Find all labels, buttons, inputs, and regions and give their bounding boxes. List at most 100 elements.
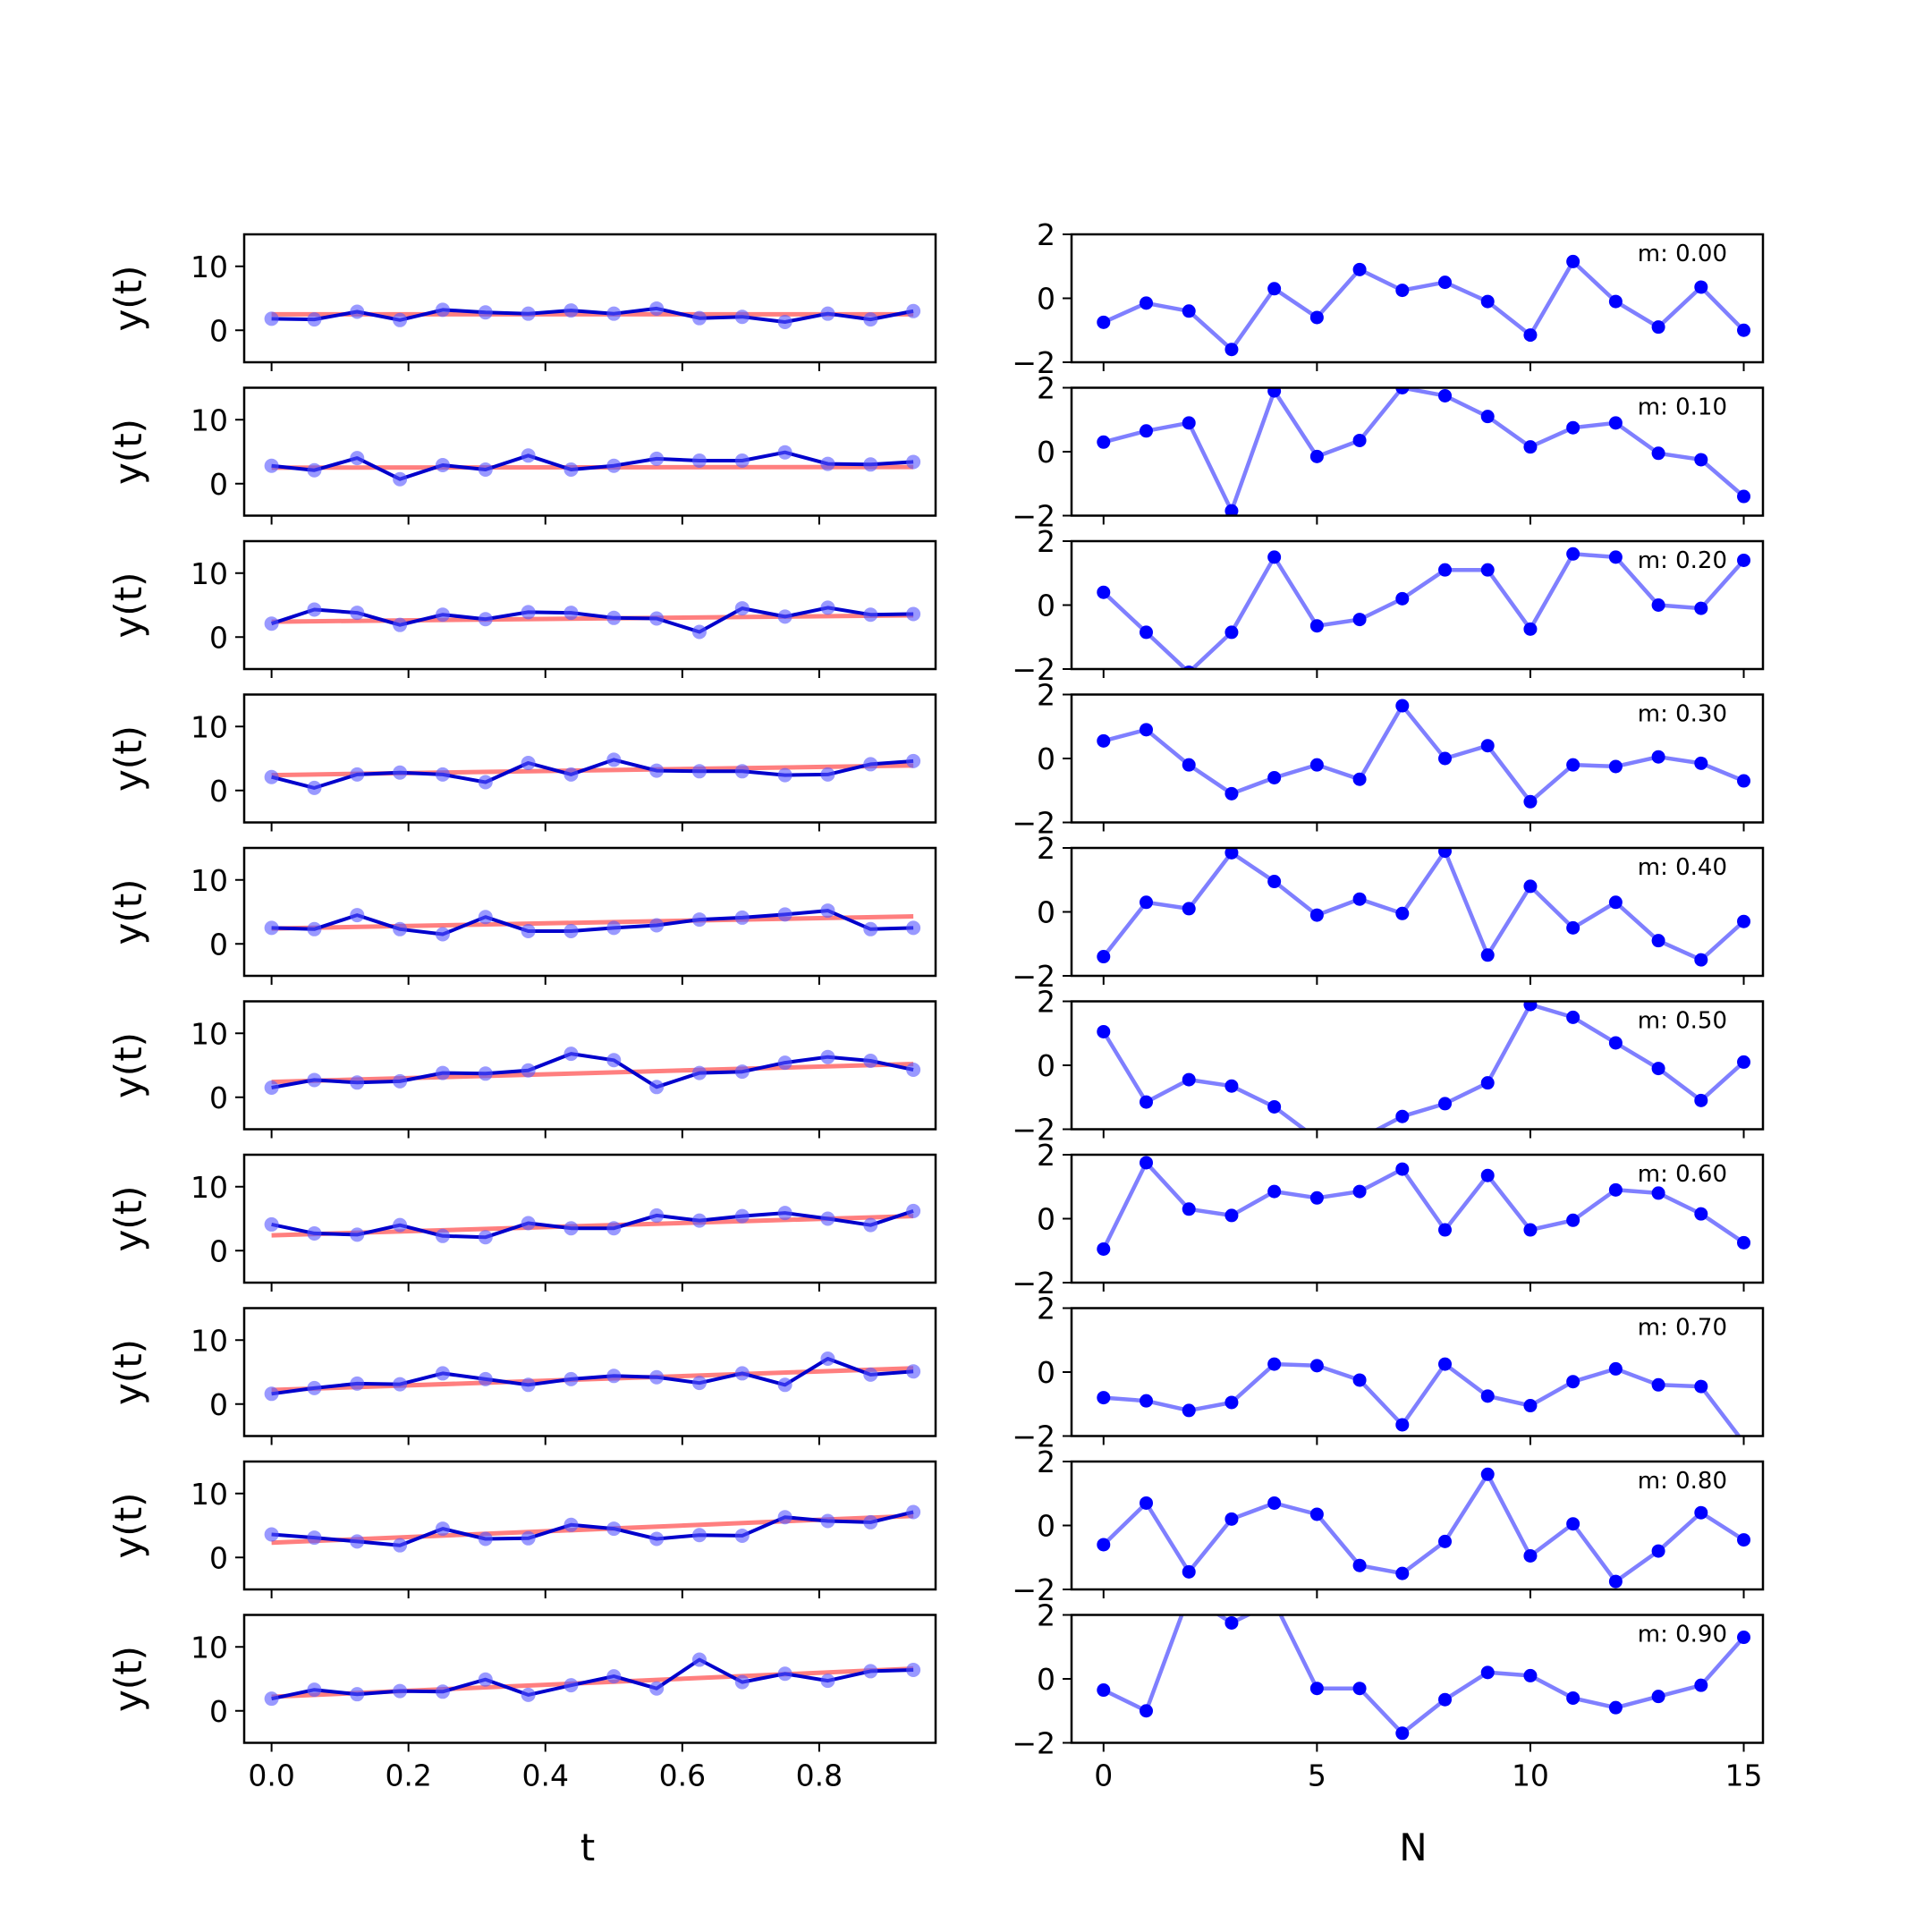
data-point bbox=[564, 1221, 579, 1236]
data-point bbox=[478, 1066, 493, 1081]
data-point bbox=[734, 764, 750, 779]
residual-point bbox=[1438, 388, 1453, 402]
left-panel-frame bbox=[242, 1000, 937, 1131]
data-point bbox=[649, 1681, 665, 1696]
residual-point bbox=[1267, 387, 1282, 398]
y-axis-label: y(t) bbox=[106, 1646, 150, 1712]
residual-point bbox=[1267, 550, 1282, 564]
y-tick-label: 10 bbox=[191, 1630, 228, 1665]
data-point bbox=[777, 1206, 792, 1221]
residual-point bbox=[1309, 1507, 1324, 1521]
data-point bbox=[393, 312, 408, 327]
residual-point bbox=[1480, 1467, 1495, 1481]
left-panel-frame bbox=[242, 846, 937, 978]
residual-point bbox=[1395, 1109, 1410, 1123]
residual-point bbox=[1395, 1566, 1410, 1580]
residual-point bbox=[1566, 1690, 1580, 1705]
data-line bbox=[270, 606, 914, 634]
data-point bbox=[478, 1371, 493, 1386]
data-line bbox=[271, 306, 914, 324]
residual-point bbox=[1694, 280, 1708, 294]
data-point bbox=[691, 912, 707, 928]
residual-point bbox=[1523, 879, 1538, 894]
x-tick-label: 0.6 bbox=[659, 1758, 706, 1793]
right-plot-area bbox=[1097, 848, 1751, 967]
residual-point bbox=[1140, 1156, 1154, 1170]
residual-point bbox=[1097, 950, 1111, 964]
residual-point bbox=[1438, 848, 1453, 859]
data-point bbox=[264, 1386, 279, 1402]
data-point bbox=[734, 1674, 750, 1690]
left-panel-frame bbox=[242, 1153, 937, 1284]
y-tick-label: 0 bbox=[209, 1387, 228, 1422]
y-tick-label: 2 bbox=[1037, 831, 1055, 866]
data-point bbox=[649, 1531, 665, 1546]
data-point bbox=[264, 1691, 279, 1707]
residual-point bbox=[1352, 1558, 1367, 1572]
left-panel-background bbox=[244, 387, 936, 516]
data-point bbox=[350, 1534, 365, 1549]
right-panel: −2 0 2 m: 0.50 bbox=[1012, 985, 1765, 1148]
data-point bbox=[264, 1216, 279, 1232]
slope-annotation: m: 0.80 bbox=[1638, 1468, 1727, 1495]
left-plot-area bbox=[264, 1652, 921, 1707]
y-tick-label: 2 bbox=[1037, 678, 1055, 713]
x-tick-label: 0.8 bbox=[796, 1758, 843, 1793]
residual-point bbox=[1438, 1223, 1453, 1237]
data-point bbox=[521, 1377, 536, 1393]
residual-point bbox=[1224, 625, 1239, 640]
data-point bbox=[734, 1208, 750, 1224]
residual-point bbox=[1267, 1184, 1282, 1199]
residual-point bbox=[1737, 1533, 1751, 1547]
data-point bbox=[734, 453, 750, 469]
residual-point bbox=[1608, 1700, 1623, 1715]
data-point bbox=[478, 1230, 493, 1245]
residual-point bbox=[1566, 420, 1580, 435]
residual-point bbox=[1395, 699, 1410, 713]
residual-point bbox=[1097, 585, 1111, 599]
data-point bbox=[777, 1510, 792, 1525]
residual-point bbox=[1737, 774, 1751, 788]
data-point bbox=[521, 756, 536, 771]
residual-point bbox=[1608, 1574, 1623, 1589]
residual-point bbox=[1438, 1692, 1453, 1707]
y-tick-label: 0 bbox=[1037, 1202, 1055, 1237]
y-tick-label: 0 bbox=[209, 774, 228, 809]
data-point bbox=[606, 458, 622, 473]
residual-point bbox=[1651, 934, 1665, 948]
data-point bbox=[820, 1513, 835, 1529]
residual-point bbox=[1651, 750, 1665, 764]
data-point bbox=[393, 765, 408, 780]
y-tick-label: −2 bbox=[1012, 1419, 1055, 1454]
data-point bbox=[564, 767, 579, 782]
data-point bbox=[264, 920, 279, 936]
residual-point bbox=[1352, 892, 1367, 906]
y-tick-label: 0 bbox=[1037, 895, 1055, 930]
data-point bbox=[564, 462, 579, 478]
residual-point bbox=[1438, 751, 1453, 766]
residual-point bbox=[1566, 254, 1580, 268]
y-axis-label: y(t) bbox=[106, 1185, 150, 1251]
data-point bbox=[264, 311, 279, 326]
residual-point bbox=[1651, 1544, 1665, 1558]
data-point bbox=[521, 448, 536, 463]
data-point bbox=[691, 1528, 707, 1543]
data-point bbox=[649, 763, 665, 778]
right-panel: −2 0 2 m: 0.80 bbox=[1012, 1445, 1765, 1607]
data-point bbox=[906, 1203, 921, 1218]
residual-point bbox=[1480, 948, 1495, 962]
residual-point bbox=[1140, 424, 1154, 438]
data-line bbox=[271, 450, 914, 481]
left-panel-frame bbox=[242, 693, 937, 824]
residual-point bbox=[1694, 1505, 1708, 1520]
residual-point bbox=[1140, 1095, 1154, 1109]
residual-point bbox=[1140, 723, 1154, 737]
residual-point bbox=[1608, 895, 1623, 910]
residual-line bbox=[1102, 1614, 1746, 1736]
y-tick-label: 2 bbox=[1037, 1445, 1055, 1479]
residual-point bbox=[1608, 550, 1623, 564]
y-tick-label: −2 bbox=[1012, 1726, 1055, 1761]
left-plot-area bbox=[264, 903, 921, 942]
left-plot-area bbox=[264, 1504, 921, 1553]
residual-point bbox=[1566, 920, 1580, 935]
